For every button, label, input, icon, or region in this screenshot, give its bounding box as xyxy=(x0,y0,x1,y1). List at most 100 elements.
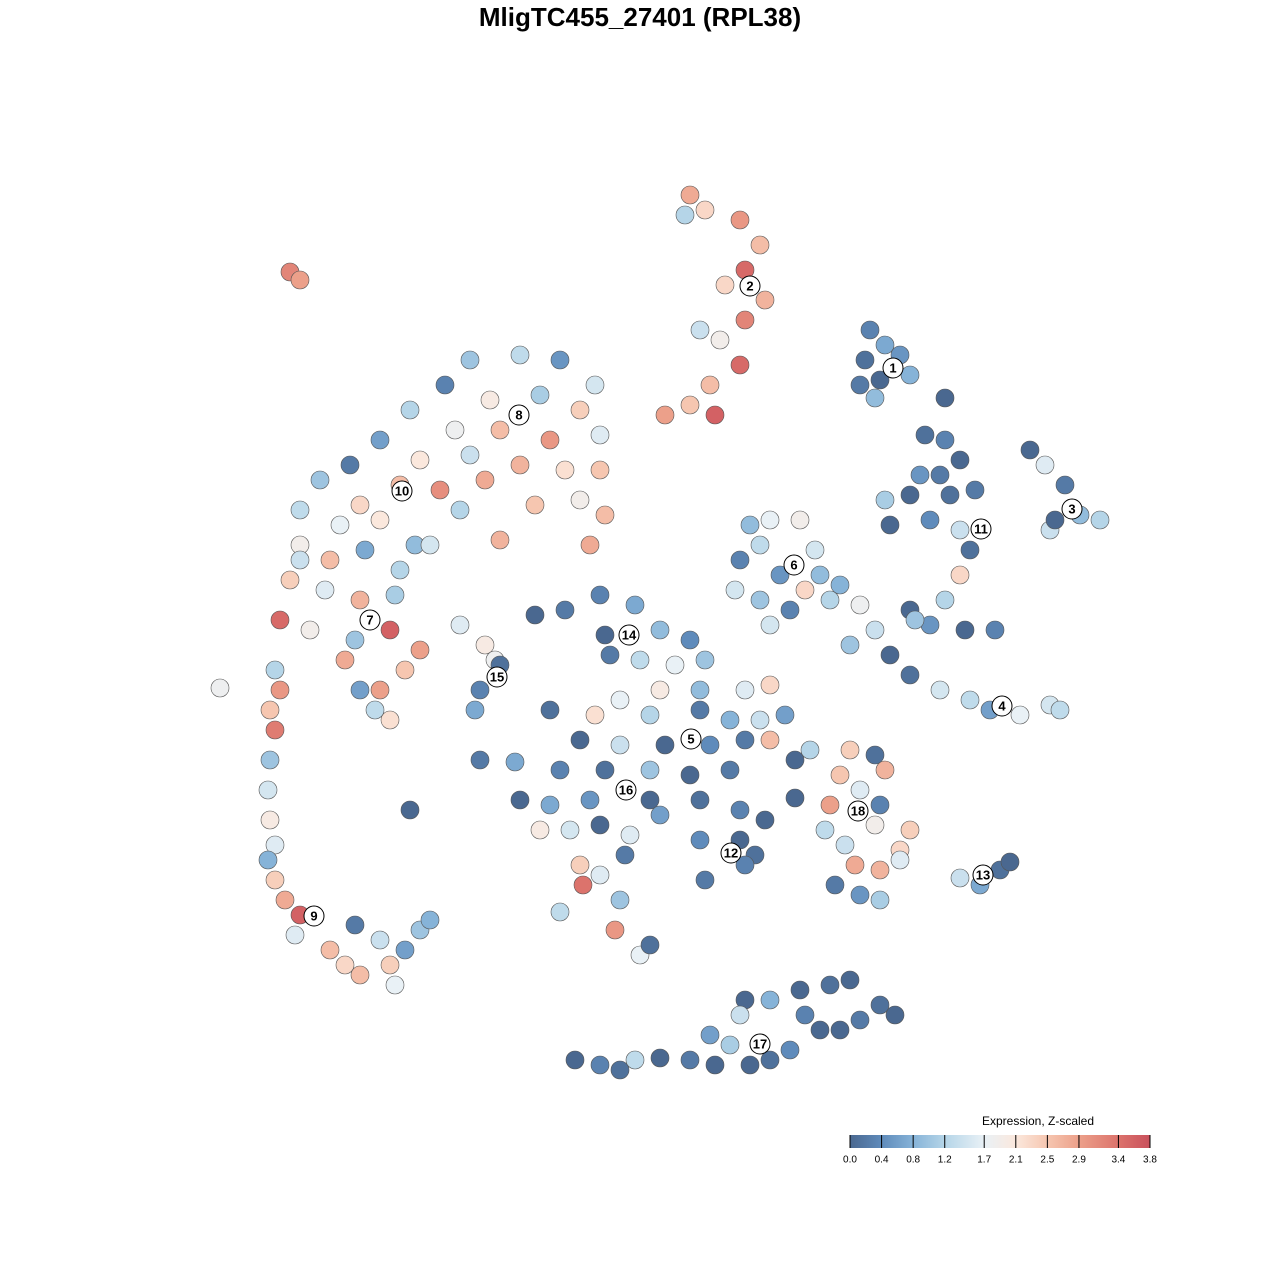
point xyxy=(805,540,825,560)
cluster-label-badge xyxy=(739,275,761,297)
point xyxy=(450,500,470,520)
point xyxy=(690,700,710,720)
point xyxy=(735,680,755,700)
point xyxy=(735,730,755,750)
point xyxy=(930,465,950,485)
point xyxy=(740,515,760,535)
cluster-label: 6 xyxy=(790,557,797,572)
point xyxy=(880,645,900,665)
point xyxy=(850,1010,870,1030)
point xyxy=(370,930,390,950)
point xyxy=(730,550,750,570)
colorbar-tick-label: 1.7 xyxy=(977,1155,991,1166)
point xyxy=(875,335,895,355)
point xyxy=(595,760,615,780)
cluster-label: 3 xyxy=(1068,501,1075,516)
cluster-label-badge xyxy=(783,554,805,576)
point xyxy=(760,615,780,635)
point xyxy=(490,530,510,550)
cluster-label: 1 xyxy=(889,360,896,375)
point xyxy=(530,820,550,840)
point xyxy=(600,645,620,665)
cluster-label: 17 xyxy=(753,1036,767,1051)
point xyxy=(505,752,525,772)
point xyxy=(915,425,935,445)
point xyxy=(650,620,670,640)
point xyxy=(395,660,415,680)
point xyxy=(870,795,890,815)
point xyxy=(680,630,700,650)
point xyxy=(640,760,660,780)
point xyxy=(950,520,970,540)
cluster-label: 11 xyxy=(974,521,988,536)
point xyxy=(625,1050,645,1070)
point xyxy=(270,610,290,630)
point xyxy=(655,405,675,425)
point xyxy=(260,810,280,830)
cluster-label-badge xyxy=(970,518,992,540)
point xyxy=(870,890,890,910)
point xyxy=(258,780,278,800)
point xyxy=(400,800,420,820)
point xyxy=(620,825,640,845)
point xyxy=(735,855,755,875)
point xyxy=(285,925,305,945)
point xyxy=(760,730,780,750)
point xyxy=(830,575,850,595)
point xyxy=(960,690,980,710)
point xyxy=(870,995,890,1015)
point xyxy=(650,805,670,825)
point xyxy=(865,620,885,640)
cluster-label-badge xyxy=(391,480,413,502)
point xyxy=(258,850,278,870)
point xyxy=(570,400,590,420)
point xyxy=(610,890,630,910)
point xyxy=(730,210,750,230)
point xyxy=(265,720,285,740)
cluster-label-badge xyxy=(882,357,904,379)
point xyxy=(865,388,885,408)
colorbar-scale xyxy=(850,1135,1150,1148)
point xyxy=(775,705,795,725)
cluster-label-badge xyxy=(680,728,702,750)
point xyxy=(615,845,635,865)
point xyxy=(570,855,590,875)
point xyxy=(940,485,960,505)
point xyxy=(755,290,775,310)
point xyxy=(950,868,970,888)
point xyxy=(420,910,440,930)
cluster-label: 4 xyxy=(998,698,1006,713)
cluster-label: 2 xyxy=(746,278,753,293)
point xyxy=(585,375,605,395)
point xyxy=(810,565,830,585)
point xyxy=(890,850,910,870)
point xyxy=(370,510,390,530)
point xyxy=(365,700,385,720)
point xyxy=(690,320,710,340)
point xyxy=(475,635,495,655)
point xyxy=(870,860,890,880)
point xyxy=(850,595,870,615)
cluster-label-badge xyxy=(486,666,508,688)
point xyxy=(465,700,485,720)
point xyxy=(720,760,740,780)
point xyxy=(840,970,860,990)
point xyxy=(875,760,895,780)
point xyxy=(395,940,415,960)
point xyxy=(380,955,400,975)
point xyxy=(935,388,955,408)
cluster-label-badge xyxy=(615,779,637,801)
point xyxy=(335,650,355,670)
point xyxy=(350,965,370,985)
point xyxy=(1035,455,1055,475)
cluster-label: 14 xyxy=(622,627,637,642)
point xyxy=(655,735,675,755)
point xyxy=(475,470,495,490)
point xyxy=(860,320,880,340)
point xyxy=(540,430,560,450)
point xyxy=(290,500,310,520)
point xyxy=(700,735,720,755)
cluster-label-badge xyxy=(749,1033,771,1055)
